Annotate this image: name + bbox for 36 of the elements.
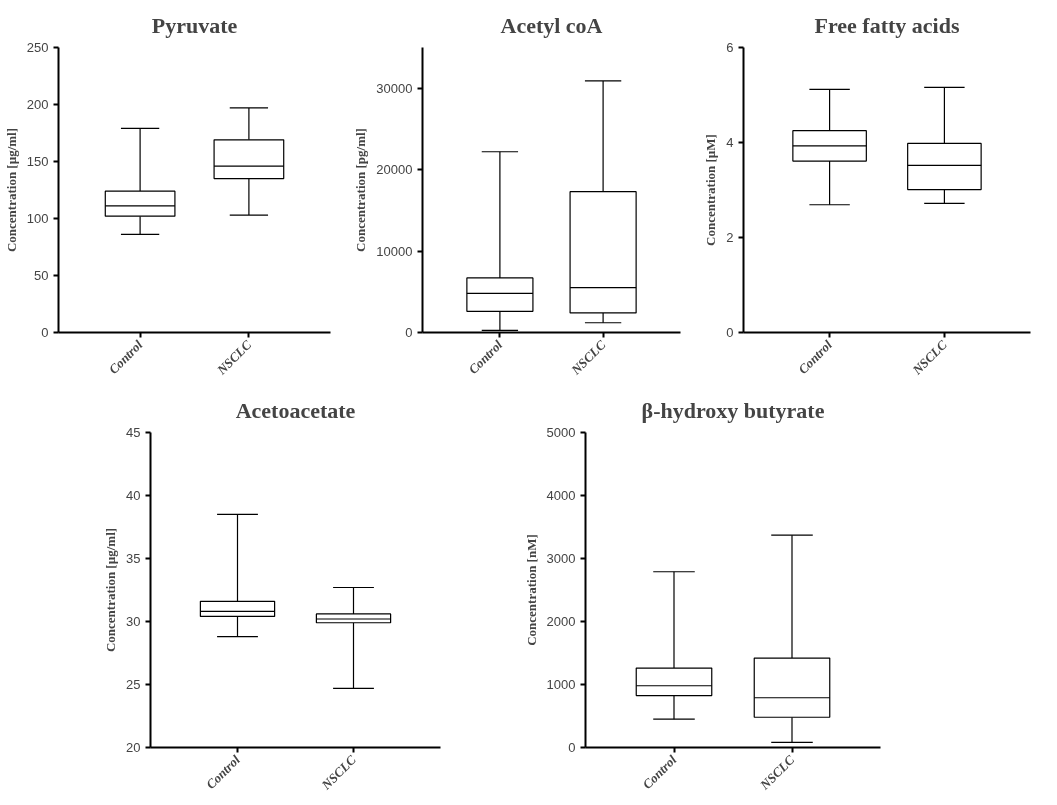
y-tick-label: 100 [26, 211, 49, 226]
y-tick-label: 6 [726, 40, 734, 55]
y-tick-label: 30000 [376, 80, 413, 96]
y-tick-label: 0 [405, 325, 413, 340]
y-tick-label: 45 [126, 425, 141, 440]
y-tick-label: 40 [126, 488, 141, 503]
y-axis-title: Concentration [µg/ml] [103, 527, 119, 653]
y-tick-label: 0 [568, 740, 576, 755]
y-tick-label: 25 [126, 677, 141, 692]
chart-title: Pyruvate [151, 12, 238, 38]
y-tick-label: 35 [126, 551, 141, 566]
chart-title: Free fatty acids [814, 12, 960, 38]
y-tick-label: 2 [726, 230, 734, 245]
y-tick-label: 4 [726, 135, 734, 150]
y-axis-title: Concentration [µg/ml] [3, 127, 19, 253]
y-tick-label: 1000 [546, 677, 576, 692]
chart-title: Acetyl coA [500, 12, 603, 38]
y-tick-label: 250 [26, 40, 49, 55]
y-tick-label: 3000 [546, 551, 576, 566]
y-axis-title: Concentration [pg/ml] [353, 128, 369, 252]
y-axis-title: Concentration [nM] [523, 534, 539, 646]
y-tick-label: 30 [126, 614, 141, 629]
y-tick-label: 200 [26, 97, 49, 112]
y-tick-label: 10000 [376, 243, 413, 259]
y-tick-label: 20 [126, 740, 141, 755]
y-axis-title: Concentration [µM] [703, 134, 719, 246]
y-tick-label: 0 [41, 325, 49, 340]
y-tick-label: 0 [726, 325, 734, 340]
y-tick-label: 20000 [376, 162, 413, 178]
chart-title: β-hydroxy butyrate [641, 397, 825, 423]
y-tick-label: 4000 [546, 488, 576, 503]
chart-title: Acetoacetate [235, 397, 356, 423]
y-tick-label: 150 [26, 154, 49, 169]
y-tick-label: 2000 [546, 614, 576, 629]
y-tick-label: 5000 [546, 425, 576, 440]
y-tick-label: 50 [34, 268, 49, 283]
